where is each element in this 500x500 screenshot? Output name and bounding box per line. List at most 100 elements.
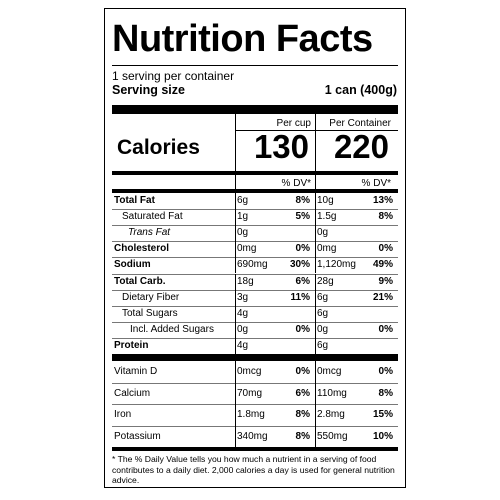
- cup-amount: 1g: [237, 211, 249, 223]
- nutrient-row: Protein 4g 6g: [112, 338, 398, 354]
- nutrient-name: Cholesterol: [114, 243, 170, 255]
- row-divider: [112, 404, 398, 405]
- container-daily-value: 15%: [372, 409, 393, 420]
- nutrient-row: Incl. Added Sugars 0g 0% 0g 0%: [112, 322, 398, 338]
- column-divider: [235, 321, 236, 338]
- divider: [112, 65, 398, 66]
- nutrient-row: Vitamin D 0mcg 0% 0mcg 0%: [112, 361, 398, 383]
- footnote: * The % Daily Value tells you how much a…: [112, 454, 395, 485]
- cup-daily-value: 8%: [295, 430, 310, 442]
- cup-amount: 3g: [237, 291, 249, 303]
- cup-daily-value: 11%: [290, 291, 310, 303]
- nutrient-name: Protein: [114, 339, 149, 351]
- nutrient-row: Calcium 70mg 6% 110mg 8%: [112, 383, 398, 405]
- container-amount: 550mg: [317, 430, 348, 442]
- column-divider: [315, 225, 316, 242]
- column-divider: [315, 273, 316, 290]
- cup-daily-value: 6%: [295, 275, 310, 287]
- cup-amount: 0g: [237, 323, 249, 335]
- medium-divider: [112, 189, 398, 193]
- column-divider: [235, 209, 236, 226]
- serving-size-label: Serving size: [112, 83, 185, 97]
- cup-daily-value: 8%: [295, 409, 310, 420]
- nutrient-row: Total Fat 6g 8% 10g 13%: [112, 193, 398, 209]
- cup-daily-value: 8%: [295, 195, 310, 206]
- servings-per-container: 1 serving per container: [112, 69, 235, 83]
- serving-size-value: 1 can (400g): [324, 83, 397, 97]
- nutrient-name: Total Carb.: [114, 275, 166, 287]
- nutrient-name: Total Sugars: [122, 307, 178, 319]
- dv-header-container: % DV*: [361, 178, 391, 189]
- nutrient-row: Dietary Fiber 3g 11% 6g 21%: [112, 290, 398, 306]
- nutrient-row: Total Sugars 4g 6g: [112, 306, 398, 322]
- nutrient-name: Sodium: [114, 259, 151, 271]
- column-divider: [315, 361, 316, 383]
- container-daily-value: 10%: [372, 430, 393, 442]
- nutrient-name: Dietary Fiber: [122, 291, 180, 303]
- cup-daily-value: 5%: [295, 211, 310, 223]
- nutrient-row: Potassium 340mg 8% 550mg 10%: [112, 426, 398, 448]
- container-amount: 6g: [317, 339, 329, 351]
- nutrient-row: Total Carb. 18g 6% 28g 9%: [112, 274, 398, 290]
- cup-amount: 0g: [237, 227, 249, 239]
- cup-amount: 340mg: [237, 430, 268, 442]
- per-container-header: Per Container: [329, 118, 391, 129]
- column-divider: [315, 404, 316, 426]
- column-divider: [315, 382, 316, 404]
- column-divider: [235, 289, 236, 306]
- container-amount: 6g: [317, 307, 329, 319]
- container-daily-value: 0%: [378, 366, 393, 377]
- column-divider: [315, 241, 316, 258]
- thick-divider: [112, 105, 398, 114]
- column-divider: [235, 337, 236, 354]
- container-amount: 2.8mg: [317, 409, 345, 420]
- row-divider: [112, 425, 398, 427]
- row-divider: [112, 289, 398, 291]
- cup-daily-value: 30%: [289, 259, 310, 271]
- container-daily-value: 9%: [378, 275, 393, 287]
- cup-amount: 0mcg: [237, 366, 262, 377]
- column-divider: [315, 209, 316, 226]
- column-divider: [315, 425, 316, 447]
- container-daily-value: 21%: [372, 291, 393, 303]
- calories-per-cup: 130: [253, 128, 309, 165]
- container-daily-value: 0%: [378, 243, 393, 255]
- column-divider: [315, 289, 316, 306]
- column-divider: [235, 305, 236, 322]
- container-daily-value: 0%: [378, 323, 393, 335]
- medium-divider: [112, 447, 398, 451]
- row-divider: [112, 225, 398, 227]
- column-divider: [315, 175, 316, 189]
- cup-amount: 6g: [237, 195, 249, 206]
- cup-amount: 18g: [237, 275, 254, 287]
- nutrition-facts-label: Nutrition Facts 1 serving per container …: [104, 8, 406, 488]
- nutrient-name: Vitamin D: [114, 366, 158, 377]
- column-divider: [235, 382, 236, 404]
- cup-daily-value: 0%: [295, 243, 310, 255]
- cup-amount: 70mg: [237, 387, 263, 399]
- column-divider: [315, 337, 316, 354]
- cup-daily-value: 0%: [295, 366, 310, 377]
- divider: [235, 130, 398, 131]
- container-amount: 28g: [317, 275, 334, 287]
- container-daily-value: 49%: [372, 259, 393, 271]
- container-daily-value: 8%: [378, 211, 393, 223]
- row-divider: [112, 382, 398, 384]
- column-divider: [235, 273, 236, 290]
- nutrient-name: Calcium: [114, 387, 151, 399]
- column-divider: [235, 225, 236, 242]
- container-amount: 1.5g: [317, 211, 337, 223]
- column-divider: [315, 321, 316, 338]
- nutrient-row: Cholesterol 0mg 0% 0mg 0%: [112, 241, 398, 257]
- container-daily-value: 8%: [378, 387, 393, 399]
- container-amount: 110mg: [317, 387, 347, 399]
- row-divider: [112, 209, 398, 211]
- column-divider: [315, 305, 316, 322]
- label-title: Nutrition Facts: [112, 18, 373, 60]
- dv-header-cup: % DV*: [281, 178, 311, 189]
- column-divider: [235, 175, 236, 189]
- nutrient-name: Incl. Added Sugars: [130, 323, 214, 335]
- cup-daily-value: 6%: [295, 387, 310, 399]
- cup-amount: 4g: [237, 307, 249, 319]
- nutrient-row: Iron 1.8mg 8% 2.8mg 15%: [112, 404, 398, 426]
